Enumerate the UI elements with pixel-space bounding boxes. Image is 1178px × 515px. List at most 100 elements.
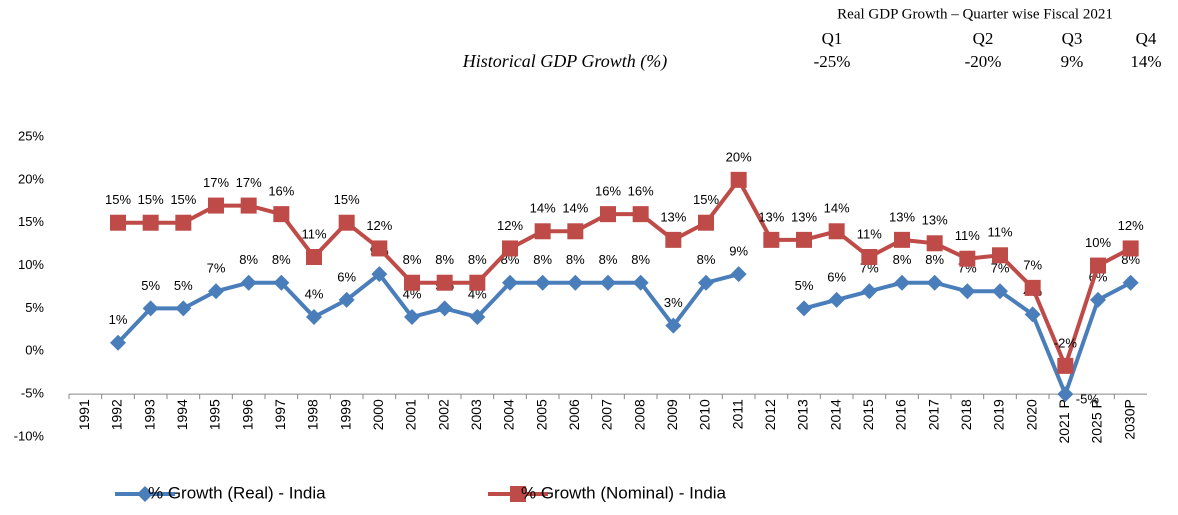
quarter-value: -20% [965,52,1002,71]
marker [240,197,257,214]
marker [338,214,355,231]
x-tick-label: 1991 [76,399,92,430]
marker [469,309,486,325]
series-line [116,271,1132,400]
x-tick-label: 2019 [991,399,1007,430]
marker [175,300,192,317]
data-label: 8% [925,252,944,267]
data-label: 11% [955,228,980,243]
y-tick-label: 20% [18,171,44,186]
marker [730,266,747,283]
x-tick-label: 1999 [337,399,353,430]
marker [371,266,388,283]
data-label: 16% [595,184,621,199]
marker [1122,274,1139,291]
marker [600,274,616,291]
x-tick-label: 2004 [501,399,517,430]
data-label: 10% [1085,235,1111,250]
marker [469,274,486,291]
quarter-value: 9% [1061,52,1084,71]
x-tick-label: 2000 [370,399,386,430]
quarter-table-title: Real GDP Growth – Quarter wise Fiscal 20… [837,6,1113,22]
x-tick-label: 2013 [795,399,811,430]
marker [796,231,812,248]
marker [534,223,551,240]
quarter-label: Q1 [822,29,843,48]
x-tick-label: 2003 [468,399,484,430]
data-label: 11% [301,226,326,241]
data-label: 14% [562,201,588,216]
x-tick-label: 2010 [697,399,713,430]
marker [796,300,812,317]
marker [436,274,453,291]
data-label: 8% [239,252,258,267]
legend-label: % Growth (Real) - India [148,483,326,502]
marker [894,231,910,248]
marker [208,197,224,214]
x-tick-label: 2001 [403,399,419,430]
y-tick-label: 25% [18,128,44,143]
marker [992,283,1008,300]
marker [371,240,388,257]
data-label: 16% [628,184,654,199]
data-label: 15% [138,192,164,207]
data-label: 17% [236,175,262,190]
data-label: 16% [268,184,294,199]
data-label: 8% [566,252,585,267]
marker [828,291,845,308]
data-label: 14% [530,201,556,216]
x-tick-label: 2007 [599,399,615,430]
data-label: 17% [203,175,229,190]
data-label: 3% [664,295,683,310]
data-label: 8% [893,252,912,267]
x-tick-label: 2006 [566,399,582,430]
marker [142,300,159,317]
x-tick-label: 2017 [925,399,941,430]
marker [273,274,290,291]
marker [404,309,420,325]
x-tick-label: 2012 [762,399,778,430]
x-tick-label: 2015 [860,399,876,430]
marker [338,291,355,308]
x-tick-label: 2025 P [1089,399,1105,443]
data-label: 8% [599,252,618,267]
data-label: 6% [337,269,356,284]
marker [665,317,682,334]
quarter-value: -25% [814,52,851,71]
marker [142,214,159,231]
data-label: 8% [631,252,650,267]
marker [926,235,943,252]
marker [110,214,126,231]
marker [534,274,551,291]
data-label: -2% [1054,335,1078,350]
x-tick-label: 1997 [272,399,288,430]
y-tick-label: 15% [18,214,44,229]
quarter-label: Q2 [973,29,994,48]
data-label: 15% [693,192,719,207]
x-tick-label: 2009 [664,399,680,430]
data-label: 4% [305,286,324,301]
marker [959,283,976,300]
legend-label: % Growth (Nominal) - India [521,483,727,502]
data-label: 13% [889,209,915,224]
data-label: 8% [435,252,454,267]
data-label: 12% [497,218,523,233]
marker [698,214,714,231]
y-tick-label: 5% [25,300,44,315]
marker [1057,357,1074,374]
y-tick-label: 10% [18,257,44,272]
marker [632,274,649,291]
marker [240,274,257,291]
marker [502,274,518,291]
x-tick-label: 1993 [141,399,157,430]
data-label: -5% [1076,392,1100,407]
marker [763,231,780,248]
marker [436,300,453,317]
marker [306,309,322,325]
marker [567,223,584,240]
data-label: 15% [105,192,131,207]
quarter-value: 14% [1130,52,1161,71]
chart-title: Historical GDP Growth (%) [462,51,668,72]
marker [404,274,420,291]
marker [110,334,126,351]
